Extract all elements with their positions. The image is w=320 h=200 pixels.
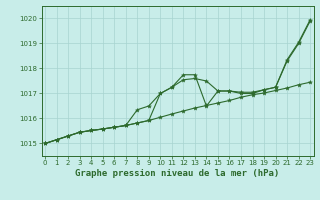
X-axis label: Graphe pression niveau de la mer (hPa): Graphe pression niveau de la mer (hPa) — [76, 169, 280, 178]
